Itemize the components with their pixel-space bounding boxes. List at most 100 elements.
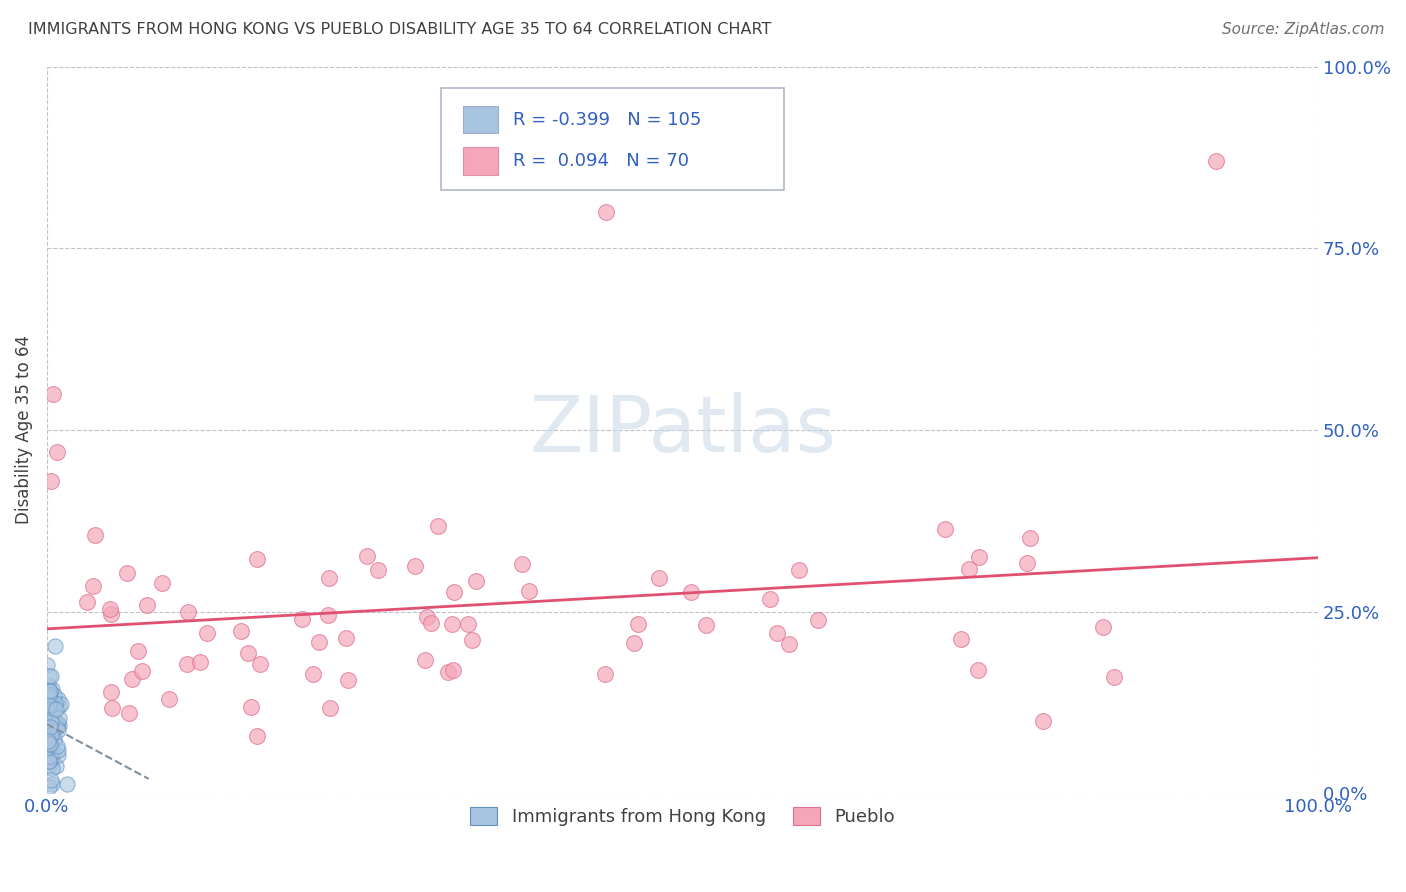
Point (44, 696, 66, 710)
Point (1205, 154, 1227, 169)
Point (39, 750, 62, 764)
Point (356, 549, 378, 563)
Point (461, 633, 484, 648)
Point (39, 749, 62, 764)
Point (37, 695, 59, 709)
Point (46, 723, 69, 738)
Point (37, 696, 59, 710)
Point (37, 709, 59, 723)
Y-axis label: Disability Age 35 to 64: Disability Age 35 to 64 (15, 335, 32, 524)
Point (457, 617, 479, 632)
Point (35, 740, 58, 755)
Point (76, 595, 98, 609)
Point (39, 726, 62, 740)
Point (246, 552, 269, 566)
Point (39, 683, 62, 698)
Point (37, 722, 59, 736)
Point (595, 205, 617, 219)
Point (38, 688, 60, 702)
Point (318, 571, 340, 585)
FancyBboxPatch shape (441, 88, 785, 190)
Point (39, 739, 62, 753)
Point (45, 719, 67, 733)
Point (37, 739, 59, 754)
Point (441, 663, 464, 677)
Point (593, 667, 616, 681)
Point (38, 695, 60, 709)
Point (41, 725, 63, 739)
Point (38, 683, 60, 698)
Point (44, 733, 66, 747)
Point (82, 580, 104, 594)
Point (101, 701, 124, 715)
Point (38, 723, 60, 737)
Point (118, 706, 141, 720)
Point (367, 563, 389, 577)
Point (127, 643, 149, 657)
Point (44, 731, 66, 746)
Point (37, 727, 59, 741)
Point (188, 655, 211, 669)
Point (39, 720, 62, 734)
Point (39, 685, 62, 699)
Point (239, 700, 262, 714)
Point (35, 657, 58, 672)
Point (41, 777, 63, 791)
Point (195, 626, 218, 640)
Point (1032, 714, 1054, 728)
Point (38, 730, 60, 744)
Point (45, 758, 67, 772)
Point (39, 756, 62, 771)
Point (35, 708, 58, 723)
Point (302, 667, 325, 681)
Point (246, 729, 269, 743)
Point (695, 618, 717, 632)
Point (41, 701, 63, 715)
Point (48, 711, 70, 725)
Point (465, 574, 488, 588)
Point (38, 711, 60, 725)
Point (42, 688, 65, 702)
Point (37, 689, 59, 703)
Point (436, 665, 458, 679)
Point (46, 743, 69, 757)
Point (38, 687, 60, 701)
Point (648, 571, 671, 585)
Point (37, 691, 59, 706)
Point (37, 731, 59, 746)
Point (37, 723, 59, 738)
Point (38, 737, 60, 751)
Point (39, 707, 62, 722)
Point (39, 701, 62, 715)
Point (35, 701, 58, 715)
Point (229, 624, 252, 639)
Point (967, 549, 990, 564)
FancyBboxPatch shape (463, 106, 498, 134)
Point (37, 704, 59, 718)
Point (38, 754, 60, 768)
Point (39, 773, 62, 788)
Point (37, 678, 59, 692)
Point (1091, 620, 1114, 634)
Point (41, 761, 63, 775)
Point (37, 684, 59, 698)
Point (39, 474, 62, 488)
Point (441, 616, 464, 631)
Point (37, 706, 59, 720)
Point (236, 646, 259, 660)
Point (39, 714, 62, 728)
Point (38, 710, 60, 724)
Point (807, 613, 830, 627)
Point (84, 527, 107, 541)
Point (934, 522, 956, 536)
Point (778, 637, 800, 651)
Point (1015, 557, 1038, 571)
Point (37, 734, 59, 748)
Point (316, 607, 339, 622)
Point (413, 653, 436, 667)
Point (1019, 531, 1042, 545)
Point (517, 584, 540, 599)
Point (419, 615, 441, 630)
Point (46, 692, 69, 706)
Point (627, 617, 650, 632)
